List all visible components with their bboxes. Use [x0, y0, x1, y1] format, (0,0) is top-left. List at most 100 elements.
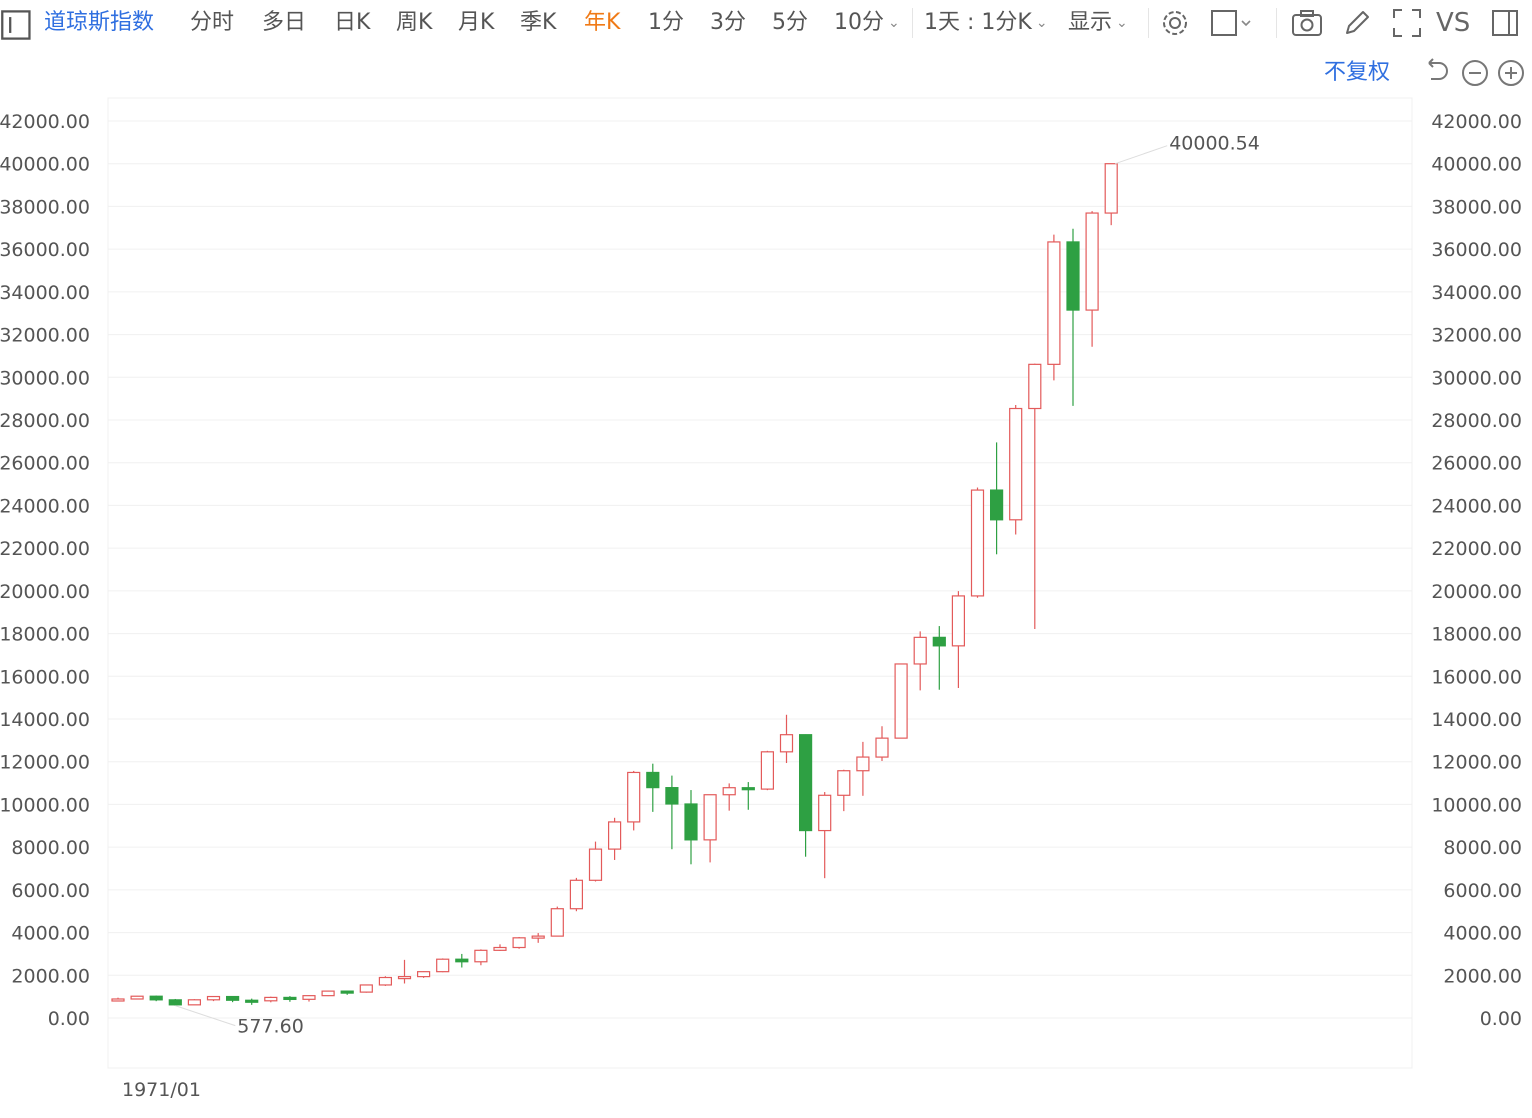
- candle: [1085, 211, 1099, 347]
- candle: [798, 734, 813, 857]
- y-tick-label-left: 4000.00: [11, 923, 90, 945]
- candle: [779, 714, 794, 764]
- candle: [684, 790, 698, 865]
- candle: [607, 817, 622, 860]
- candle-body: [436, 958, 450, 973]
- candle-body: [168, 999, 182, 1006]
- candle: [627, 770, 641, 831]
- y-tick-label-right: 4000.00: [1443, 923, 1522, 945]
- zoom-out-icon[interactable]: [1460, 58, 1490, 88]
- y-tick-label-left: 24000.00: [0, 495, 90, 517]
- y-axis-left: 0.00 2000.00 4000.00 6000.00 8000.00 10000.00…: [0, 111, 90, 1030]
- period-tab-3min[interactable]: 3分: [710, 10, 746, 35]
- y-tick-label-left: 8000.00: [11, 837, 90, 859]
- candle: [837, 769, 851, 812]
- candle-body: [894, 663, 908, 739]
- candle-body: [417, 971, 431, 978]
- period-tab-1min[interactable]: 1分: [648, 10, 684, 35]
- y-tick-label-left: 36000.00: [0, 239, 90, 261]
- y-tick-label-left: 32000.00: [0, 325, 90, 347]
- candle-body: [455, 958, 469, 963]
- index-name-tab[interactable]: 道琼斯指数: [44, 10, 155, 35]
- candle-body: [149, 995, 163, 1001]
- candle-body: [1028, 363, 1042, 410]
- candle: [321, 990, 335, 997]
- candle: [913, 631, 927, 691]
- zoom-in-icon[interactable]: [1496, 58, 1526, 88]
- period-dropdown-10min[interactable]: 10分 ⌄: [834, 6, 900, 40]
- y-axis-right: 0.00 2000.00 4000.00 6000.00 8000.00 10000.00…: [1431, 111, 1522, 1030]
- compare-vs-button[interactable]: VS: [1436, 8, 1471, 38]
- period-tab-weekly[interactable]: 周K: [396, 10, 433, 35]
- candle-body: [760, 751, 775, 790]
- layout-square-icon[interactable]: [1208, 6, 1258, 40]
- low-annotation: 577.60: [237, 1016, 303, 1038]
- fullscreen-icon[interactable]: [1390, 6, 1424, 40]
- candle-body: [474, 949, 488, 963]
- period-tab-daily[interactable]: 日K: [334, 10, 371, 35]
- period-tab-yearly[interactable]: 年K: [584, 10, 621, 35]
- candlestick-chart[interactable]: 0.00 2000.00 4000.00 6000.00 8000.00 10000.00…: [0, 90, 1532, 1118]
- candle-body: [588, 848, 603, 881]
- plot-frame: [107, 97, 1413, 1069]
- candle: [168, 998, 182, 1006]
- y-tick-label-left: 14000.00: [0, 709, 90, 731]
- pencil-icon[interactable]: [1340, 6, 1374, 40]
- candle-body: [321, 990, 335, 997]
- candle: [302, 995, 316, 1002]
- candle-body: [283, 996, 297, 1001]
- candle: [875, 726, 889, 761]
- candle: [951, 591, 966, 689]
- candle: [588, 841, 603, 882]
- candle-body: [989, 489, 1004, 521]
- candle: [856, 741, 870, 796]
- period-tab-5min[interactable]: 5分: [772, 10, 808, 35]
- candle-body: [627, 771, 641, 823]
- candle: [760, 750, 775, 791]
- y-tick-label-right: 30000.00: [1431, 367, 1522, 389]
- candle: [550, 906, 564, 937]
- y-tick-label-right: 24000.00: [1431, 495, 1522, 517]
- candle: [340, 990, 354, 995]
- settings-gear-icon[interactable]: [1158, 6, 1192, 40]
- candle: [512, 936, 526, 949]
- candles-layer: [111, 163, 1118, 1006]
- candle: [130, 995, 144, 1000]
- candle: [1066, 228, 1080, 406]
- y-tick-label-right: 20000.00: [1431, 581, 1522, 603]
- price-adjust-toggle[interactable]: 不复权: [1324, 60, 1391, 85]
- candle: [493, 944, 507, 952]
- period-tab-monthly[interactable]: 月K: [458, 10, 495, 35]
- y-tick-label-left: 12000.00: [0, 752, 90, 774]
- candle-body: [779, 734, 794, 753]
- y-tick-label-right: 6000.00: [1443, 880, 1522, 902]
- y-tick-label-left: 38000.00: [0, 196, 90, 218]
- high-annotation: 40000.54: [1169, 133, 1260, 155]
- y-tick-label-right: 16000.00: [1431, 666, 1522, 688]
- y-tick-label-left: 0.00: [48, 1008, 90, 1030]
- candle-body: [818, 794, 832, 832]
- camera-icon[interactable]: [1290, 6, 1324, 40]
- y-tick-label-left: 42000.00: [0, 111, 90, 133]
- period-tab-quarterly[interactable]: 季K: [520, 10, 557, 35]
- candle-body: [875, 737, 889, 758]
- y-tick-label-right: 40000.00: [1431, 154, 1522, 176]
- sync-dropdown[interactable]: 1天 : 1分K ⌄: [924, 6, 1048, 40]
- candle-body: [531, 935, 545, 939]
- sync-dropdown-label: 1天 : 1分K: [924, 10, 1032, 35]
- candle: [149, 995, 163, 1002]
- period-tab-multiday[interactable]: 多日: [262, 10, 307, 35]
- toolbar-divider: [1276, 8, 1277, 38]
- candle-body: [493, 946, 507, 951]
- chevron-down-icon: ⌄: [888, 15, 900, 31]
- panel-toggle-icon[interactable]: [0, 8, 31, 40]
- candle-body: [226, 995, 240, 1001]
- undo-icon[interactable]: [1422, 58, 1452, 88]
- y-tick-label-right: 10000.00: [1431, 794, 1522, 816]
- display-dropdown[interactable]: 显示 ⌄: [1068, 6, 1128, 40]
- candle-body: [665, 787, 679, 805]
- side-panel-icon[interactable]: [1488, 6, 1522, 40]
- y-tick-label-right: 26000.00: [1431, 453, 1522, 475]
- period-tab-timeshare[interactable]: 分时: [190, 10, 235, 35]
- candle: [397, 959, 412, 984]
